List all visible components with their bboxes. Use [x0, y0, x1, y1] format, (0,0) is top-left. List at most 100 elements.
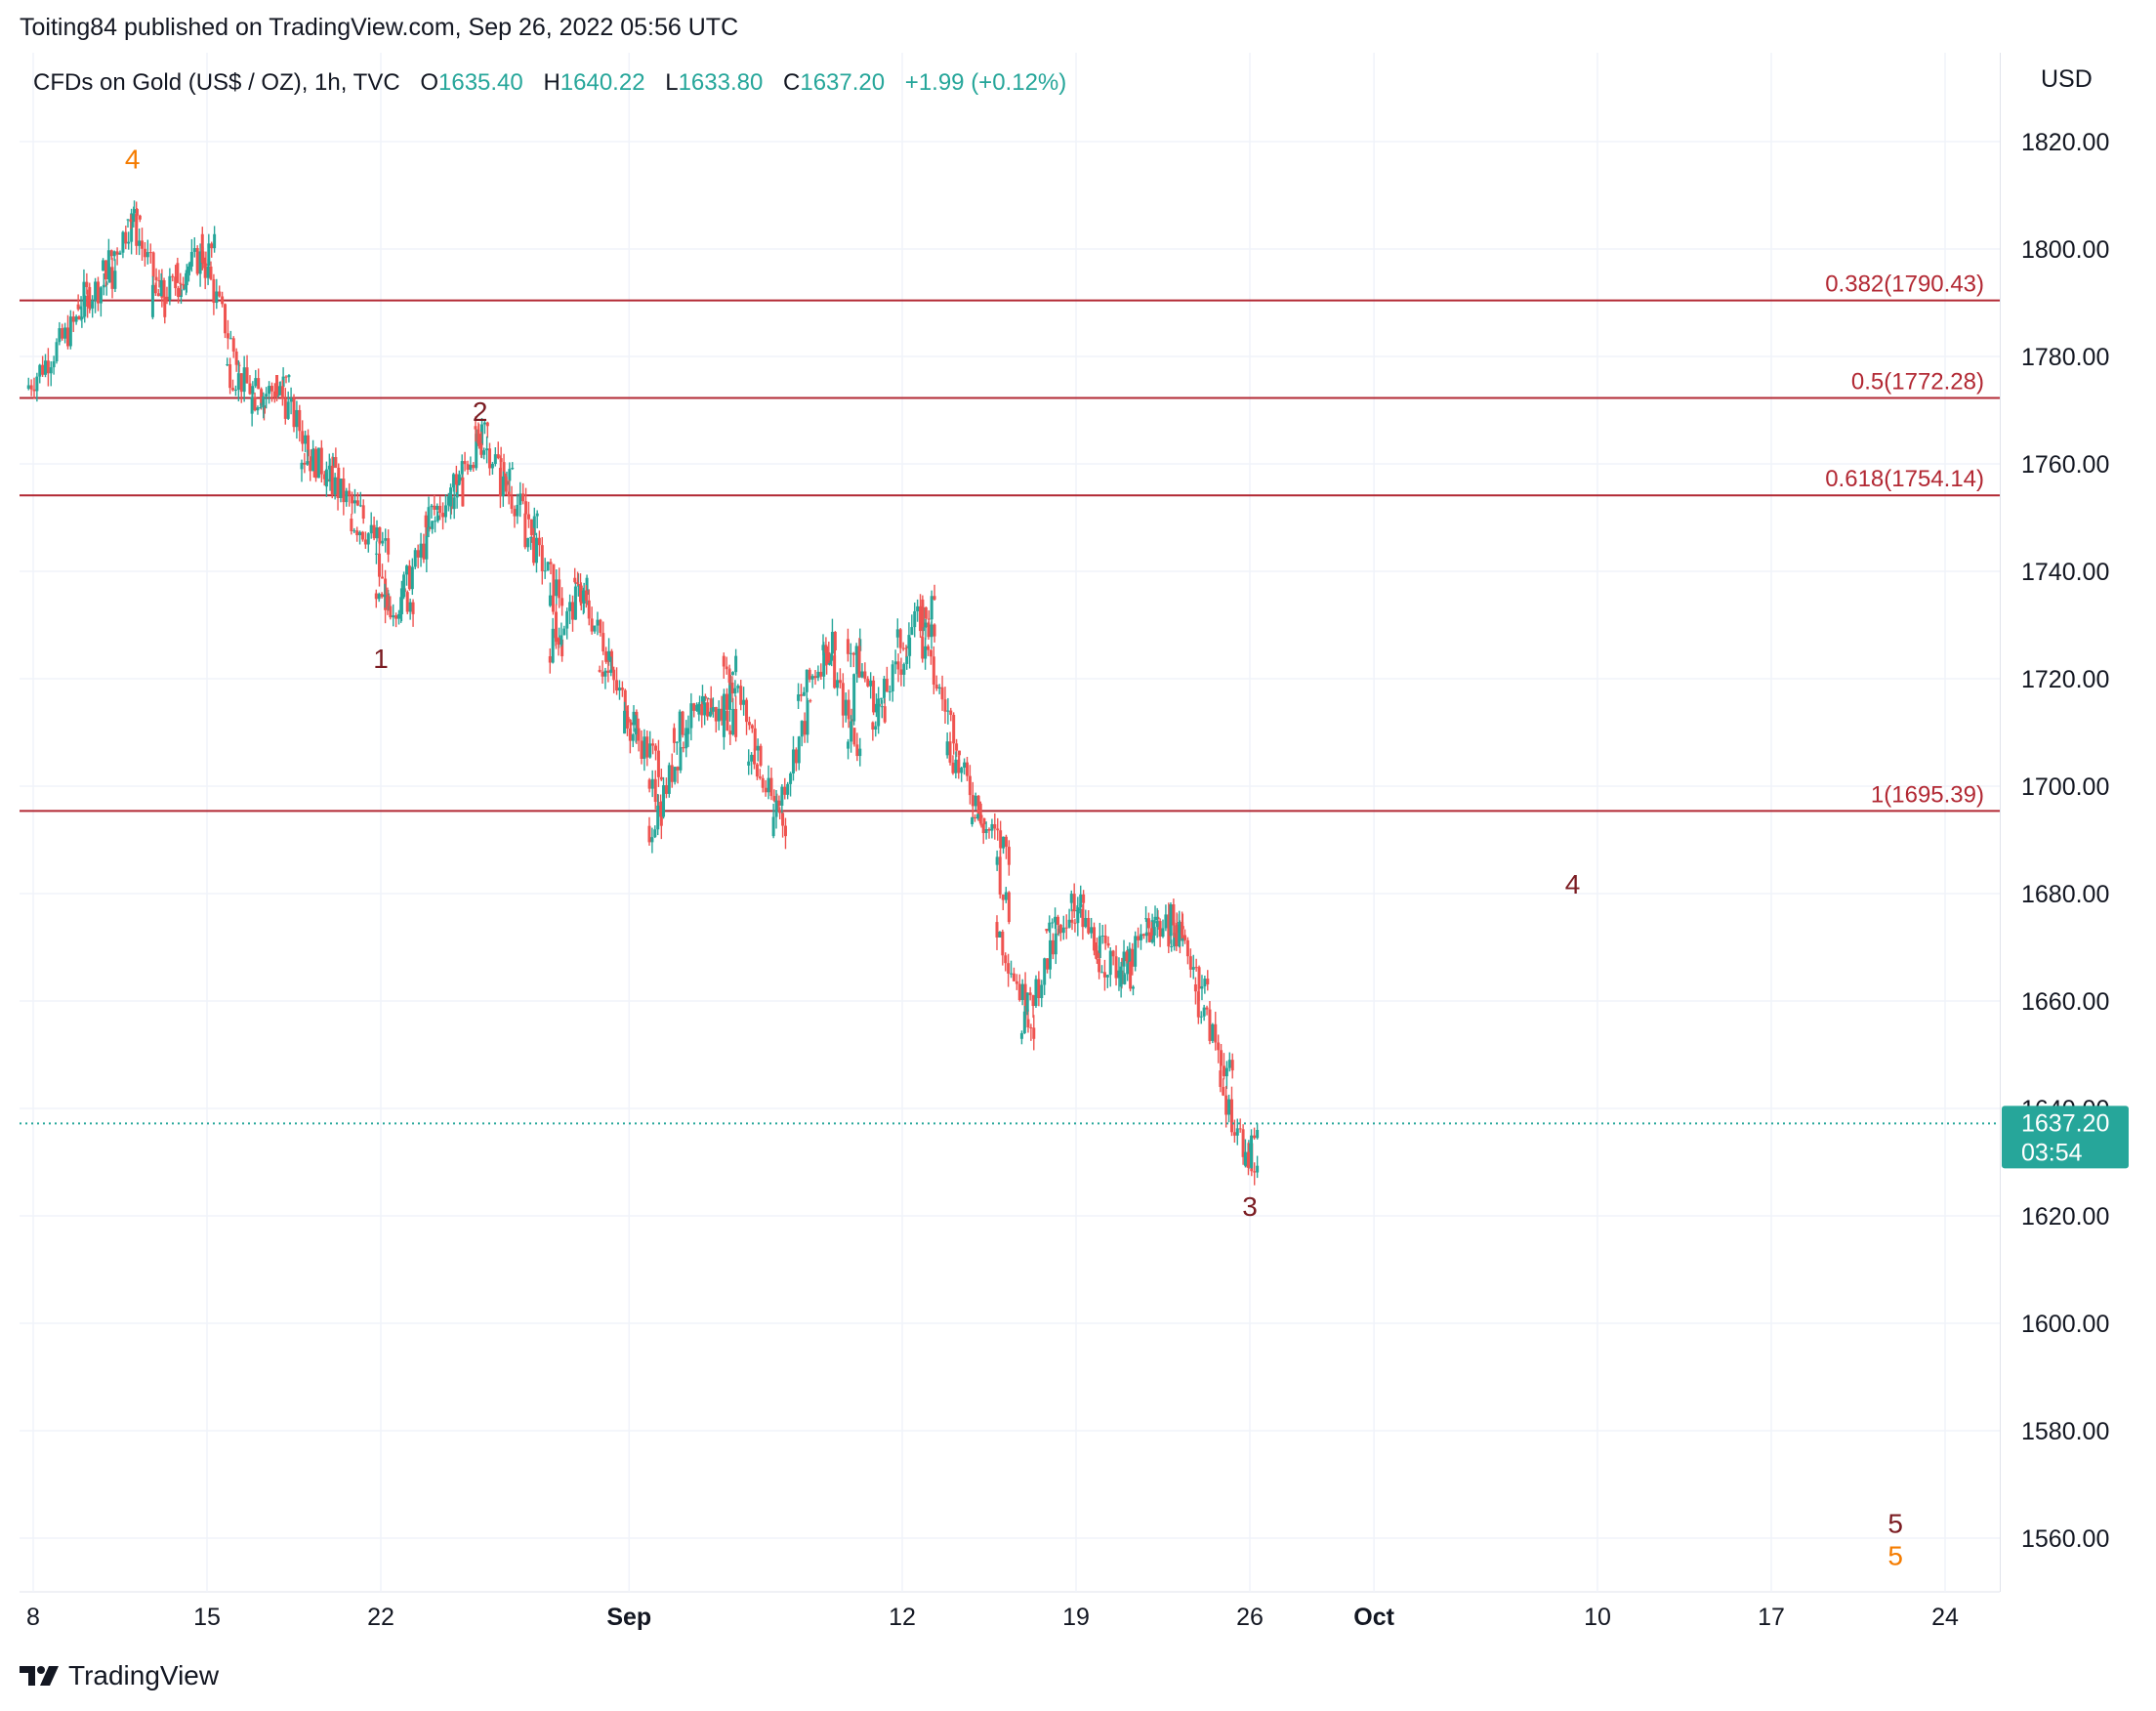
candle-body [1048, 939, 1052, 970]
candle-body [348, 490, 352, 496]
tradingview-footer[interactable]: TradingView [20, 1660, 219, 1691]
candle-body [654, 745, 658, 751]
candle-body [1017, 983, 1021, 1001]
time-axis[interactable]: 8 15 22 Sep 12 19 26 Oct 10 17 24 [26, 1604, 1959, 1631]
candle-body [557, 638, 560, 646]
candle-body [212, 278, 216, 304]
price-badge[interactable]: 1637.20 03:54 [2002, 1106, 2129, 1169]
candle-body [1152, 927, 1156, 936]
candle-body [127, 241, 131, 244]
candle-body [148, 252, 152, 254]
candle-body [901, 647, 905, 649]
candle-body [452, 497, 456, 510]
candle-body [1214, 1023, 1218, 1043]
candle-body [499, 458, 503, 463]
candle-body [1045, 928, 1049, 932]
candle-body [257, 378, 261, 390]
candle-body [650, 778, 654, 789]
candle-body [1181, 936, 1184, 941]
candle-body [1173, 933, 1177, 947]
candle-body [374, 553, 378, 555]
candle-body [643, 736, 646, 759]
candle-body [1194, 967, 1198, 969]
candle-body [306, 461, 310, 465]
candle-body [383, 594, 387, 598]
candle-body [534, 537, 538, 563]
wave-label: 4 [1565, 869, 1581, 899]
candle-body [692, 703, 696, 711]
candle-body [584, 590, 588, 601]
candle-body [392, 615, 395, 618]
candle-body [664, 785, 668, 794]
candle-body [259, 407, 263, 409]
legend-close-value: 1637.20 [800, 69, 885, 96]
candle-body [309, 456, 312, 462]
candle-body [653, 778, 657, 803]
candle-body [327, 465, 331, 470]
candle-body [576, 582, 580, 584]
candle-body [262, 405, 266, 414]
candle-body [1224, 1095, 1228, 1115]
candle-body [888, 691, 891, 693]
candle-body [1167, 914, 1171, 947]
candle-body [248, 383, 252, 395]
candle-body [596, 619, 600, 626]
candle-body [978, 814, 982, 824]
candle-body [1219, 1070, 1223, 1087]
candle-body [1090, 927, 1094, 934]
candle-body [552, 563, 556, 597]
candle-series [26, 200, 1260, 1186]
candle-body [607, 650, 611, 662]
candle-body [1243, 1151, 1247, 1166]
price-axis[interactable]: 1820.00 1800.00 1780.00 1760.00 1740.00 1720.… [2021, 129, 2109, 1553]
candle-body [548, 595, 552, 606]
candle-body [1040, 984, 1044, 999]
candle-body [410, 566, 414, 590]
candle-body [968, 775, 972, 796]
candle-body [260, 389, 264, 406]
candle-body [1230, 1060, 1234, 1071]
candle-body [714, 707, 718, 722]
candle-body [874, 726, 878, 730]
candle-body [63, 327, 67, 339]
candle-body [498, 467, 502, 497]
candle-body [976, 795, 980, 815]
candle-body [311, 448, 315, 472]
candle-body [686, 728, 690, 734]
candle-body [1031, 995, 1035, 1007]
candle-body [720, 708, 724, 721]
candle-body [132, 213, 136, 223]
candle-body [813, 676, 817, 679]
x-tick-label: 12 [889, 1604, 916, 1631]
candle-body [485, 448, 489, 451]
candle-body [1105, 975, 1109, 978]
y-tick-label: 1700.00 [2021, 773, 2109, 801]
x-tick-label: 22 [367, 1604, 394, 1631]
candle-body [999, 830, 1003, 849]
candle-body [700, 704, 704, 716]
candle-body [730, 682, 734, 694]
candle-body [1054, 933, 1057, 955]
candle-body [706, 698, 710, 700]
tradingview-logo-icon [20, 1666, 59, 1686]
candle-body [769, 777, 773, 797]
candle-body [725, 666, 728, 670]
candle-body [124, 231, 128, 244]
candle-body [394, 615, 398, 619]
candle-body [1128, 948, 1132, 962]
candle-body [548, 655, 552, 663]
candle-body [1001, 931, 1005, 956]
candle-body [1156, 916, 1160, 920]
candle-body [1057, 928, 1060, 934]
candle-body [1137, 936, 1140, 940]
candle-body [1203, 979, 1207, 986]
candle-body [647, 825, 651, 843]
candle-body [598, 669, 601, 672]
candle-body [524, 501, 528, 515]
candle-body [176, 263, 180, 283]
candle-body [924, 606, 928, 619]
candle-body [1084, 917, 1088, 928]
candle-body [1004, 892, 1008, 900]
candle-body [234, 351, 238, 365]
